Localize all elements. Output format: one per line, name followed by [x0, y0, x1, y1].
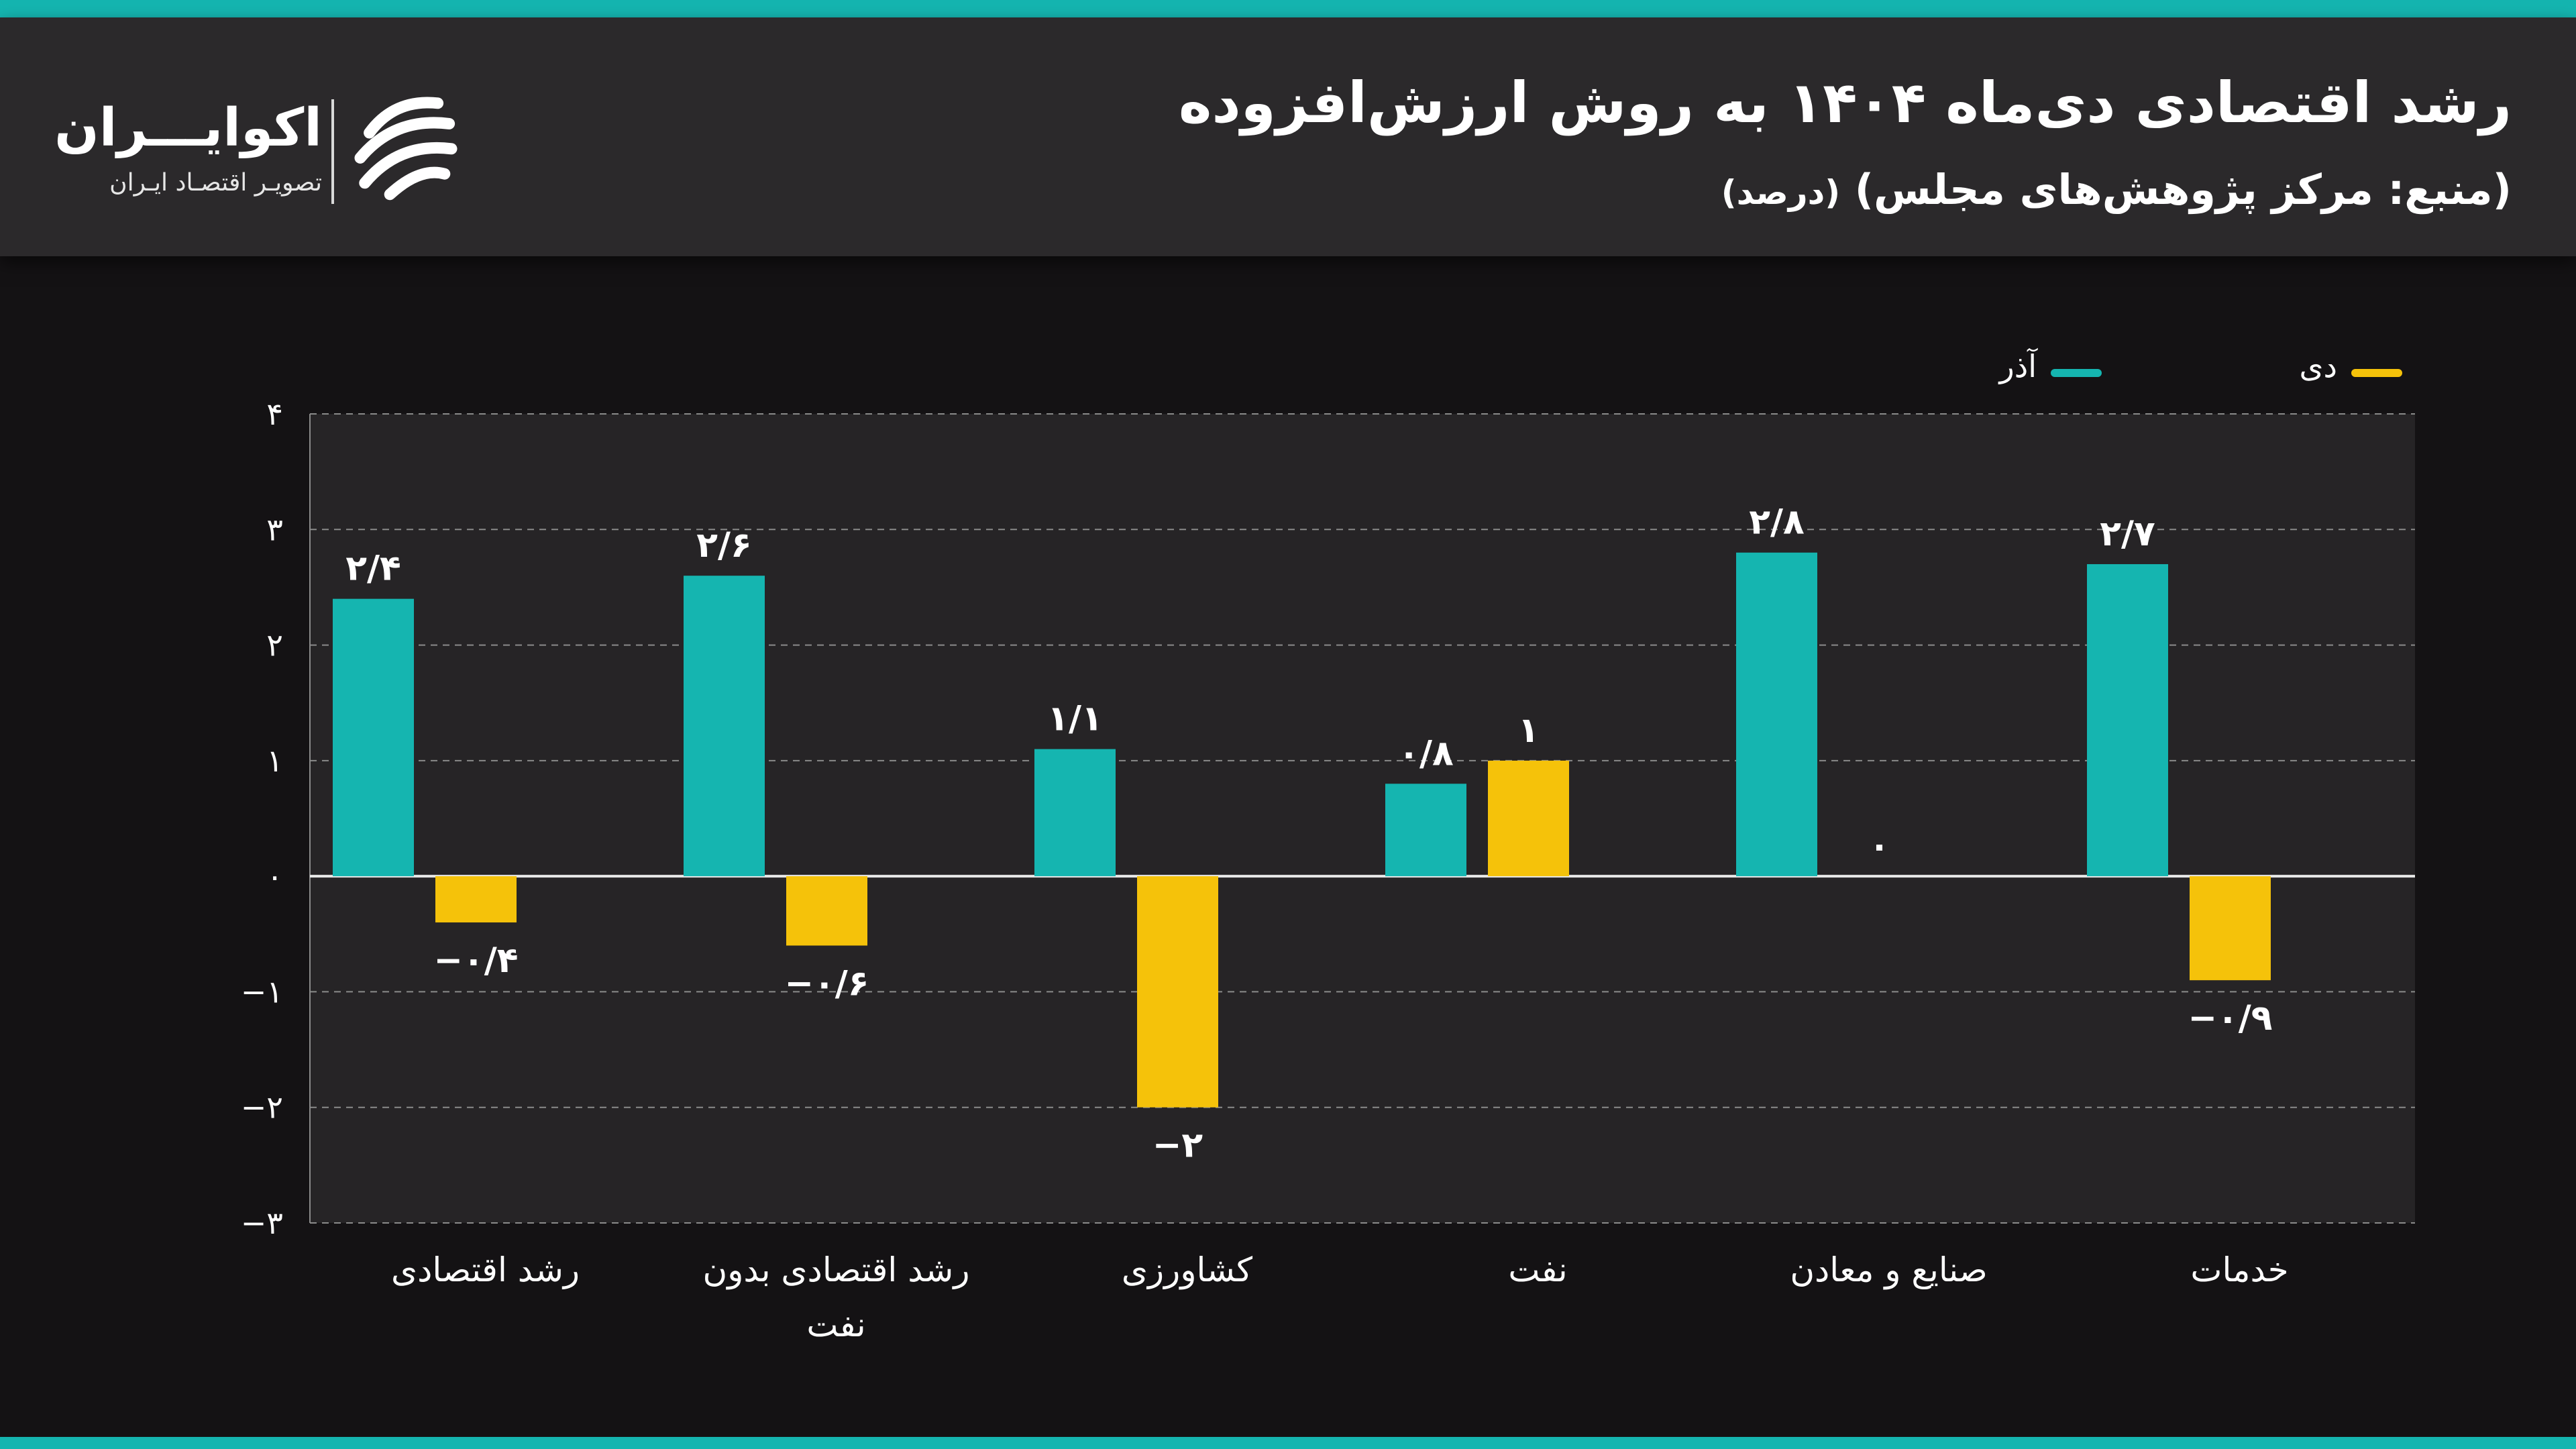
unit-text: (درصد) — [1721, 173, 1841, 212]
bar-dey — [2190, 876, 2271, 981]
category-label: نفت — [1508, 1250, 1567, 1289]
y-tick-label: ۱ — [266, 743, 283, 779]
data-label: ۲/۶ — [696, 525, 751, 566]
data-label: −۰/۴ — [433, 941, 518, 981]
data-label: ۱/۱ — [1047, 699, 1102, 739]
category-label-line: کشاورزی — [1122, 1250, 1252, 1290]
category-label: رشد اقتصادی — [391, 1250, 580, 1289]
y-tick-label: −۳ — [241, 1205, 283, 1241]
category-label-line: رشد اقتصادی — [391, 1250, 580, 1289]
data-label: ۲/۷ — [2100, 514, 2155, 554]
data-label: −۰/۶ — [784, 964, 869, 1004]
data-label: ۲/۴ — [345, 549, 400, 589]
category-label: رشد اقتصادی بدون نفت — [703, 1250, 970, 1344]
category-label-line: نفت — [1508, 1250, 1567, 1289]
category-label-line: رشد اقتصادی بدون — [703, 1250, 970, 1290]
x-axis-labels: رشد اقتصادی رشد اقتصادی بدون نفت کشاورزی نفت… — [391, 1250, 2289, 1344]
data-label: ۱ — [1518, 710, 1540, 751]
plot-area — [310, 414, 2415, 1223]
data-label: −۲ — [1152, 1126, 1203, 1166]
y-tick-label: ۴ — [266, 396, 283, 432]
bar-azar — [2087, 564, 2168, 877]
legend-swatch — [2351, 369, 2402, 377]
category-label-line: صنایع و معادن — [1790, 1250, 1987, 1290]
data-label: ۰/۸ — [1398, 733, 1453, 773]
bar-azar — [1385, 784, 1466, 877]
data-label: −۰/۹ — [2188, 998, 2272, 1038]
legend[interactable]: دی آذر — [1998, 348, 2402, 384]
category-label: خدمات — [2190, 1250, 2288, 1289]
header-panel: رشد اقتصادی دی‌ماه ۱۴۰۴ به روش ارزش‌افزو… — [0, 17, 2576, 256]
top-accent-stripe — [0, 0, 2576, 17]
category-label: کشاورزی — [1122, 1250, 1252, 1290]
y-tick-label: ۲ — [266, 627, 283, 663]
source-text: (منبع: مرکز پژوهش‌های مجلس) — [1854, 165, 2512, 214]
ecoiran-logo-icon — [354, 97, 458, 201]
brand-tagline: تصویـر اقتصـاد ایـران — [109, 169, 322, 197]
bars — [333, 552, 2271, 1108]
bottom-accent-stripe — [0, 1437, 2576, 1449]
y-tick-label: −۱ — [241, 973, 283, 1010]
data-labels: ۲/۴ −۰/۴ ۲/۶ −۰/۶ ۱/۱ −۲ ۰/۸ ۱ ۲/۸ ۰ ۲/۷ −۰/۹ — [345, 502, 2272, 1166]
category-label-line: نفت — [806, 1305, 865, 1344]
bar-dey — [786, 876, 867, 946]
logo-divider — [331, 99, 334, 204]
data-label: ۲/۸ — [1749, 502, 1804, 543]
bar-dey — [435, 876, 517, 923]
legend-label[interactable]: دی — [2300, 348, 2338, 384]
y-tick-label: −۲ — [241, 1089, 283, 1126]
bar-dey — [1488, 760, 1569, 877]
y-tick-label: ۳ — [266, 511, 283, 547]
chart-subtitle: (منبع: مرکز پژوهش‌های مجلس) (درصد) — [1721, 165, 2512, 214]
bar-azar — [684, 576, 765, 877]
y-tick-label: ۰ — [266, 858, 283, 894]
chart-title: رشد اقتصادی دی‌ماه ۱۴۰۴ به روش ارزش‌افزو… — [1178, 70, 2512, 136]
brand-name: اکوایـــران — [54, 98, 322, 158]
category-label: صنایع و معادن — [1790, 1250, 1987, 1290]
y-axis: ۴ ۳ ۲ ۱ ۰ −۱ −۲ −۳ — [241, 396, 2415, 1241]
legend-label[interactable]: آذر — [1998, 348, 2039, 384]
data-label: ۰ — [1869, 826, 1890, 866]
bar-azar — [1034, 749, 1116, 877]
gridlines — [310, 413, 2415, 1224]
bar-azar — [1736, 552, 1817, 877]
bar-azar — [333, 598, 414, 877]
category-label-line: خدمات — [2190, 1250, 2288, 1289]
legend-swatch — [2051, 369, 2102, 377]
bar-dey — [1137, 876, 1218, 1108]
